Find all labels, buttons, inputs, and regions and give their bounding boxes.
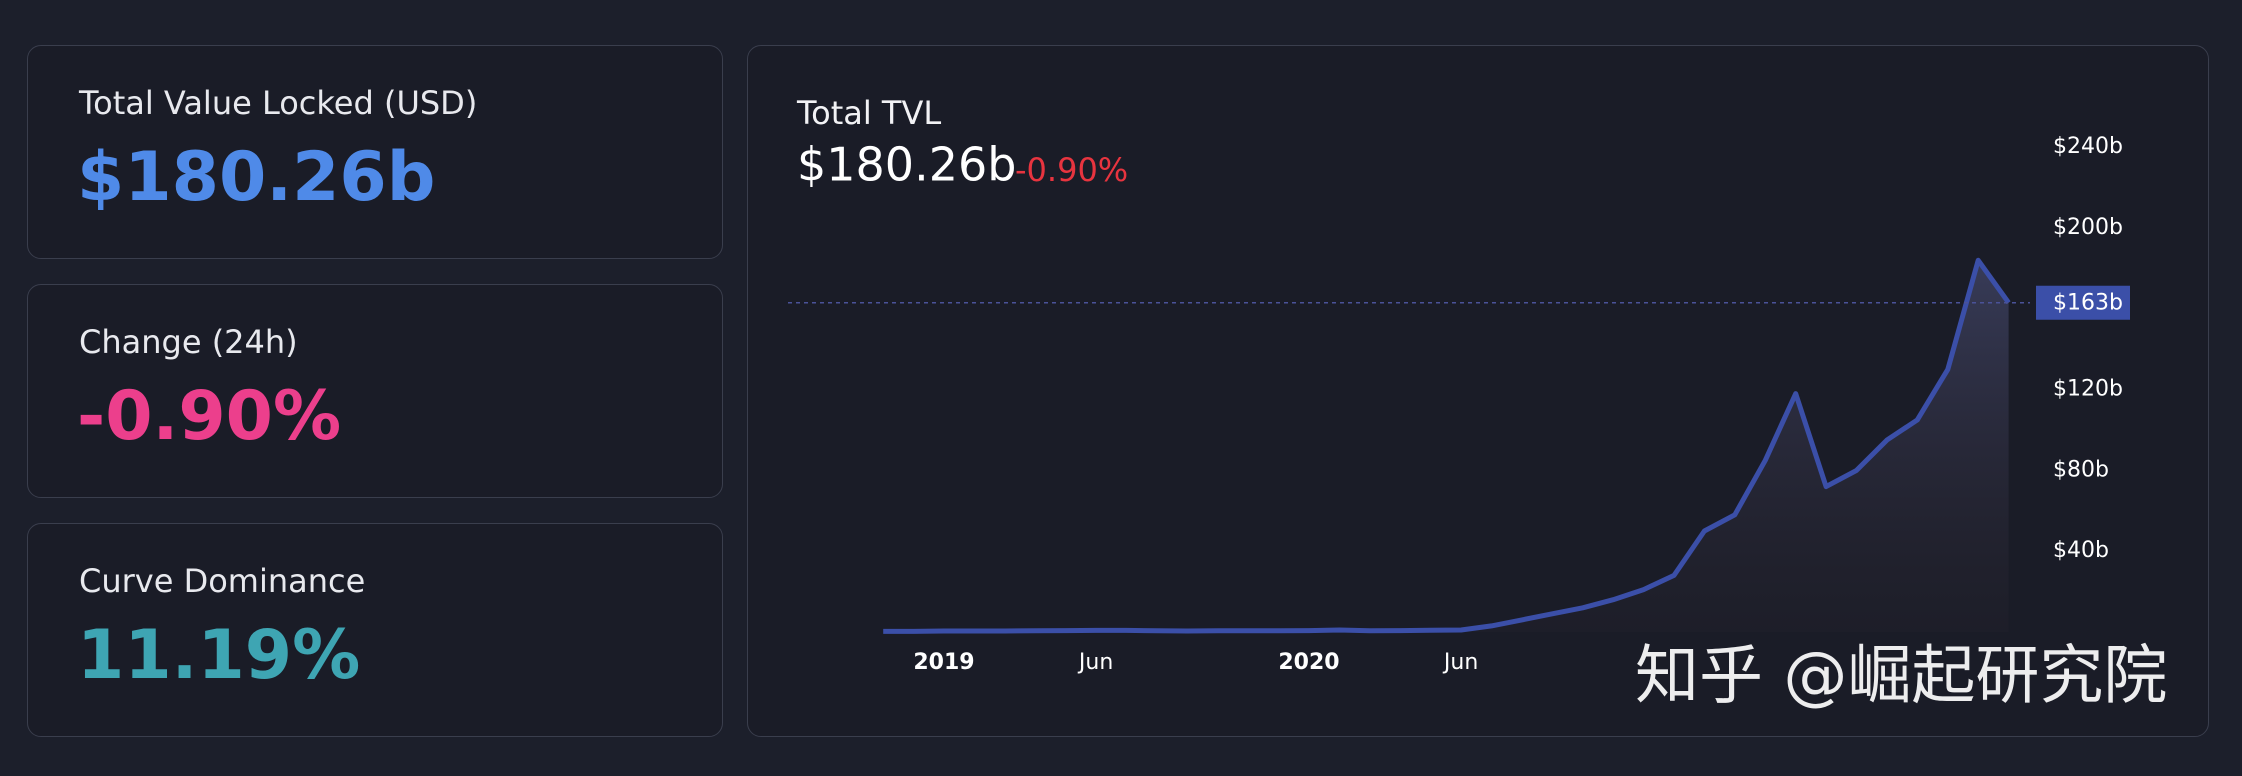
card-value: -0.90%: [77, 377, 342, 456]
card-label: Curve Dominance: [79, 562, 366, 600]
chart-change: -0.90%: [1015, 151, 1128, 189]
card: Curve Dominance 11.19%: [27, 523, 723, 737]
card-label: Change (24h): [79, 323, 298, 361]
y-tick-label: $80b: [2053, 457, 2109, 482]
y-tick-label: $40b: [2053, 538, 2109, 563]
current-value-badge: [2036, 285, 2130, 320]
card: Change (24h) -0.90%: [27, 284, 723, 498]
x-tick-label: 2020: [1278, 650, 1339, 675]
x-tick-label: 2019: [913, 650, 974, 675]
y-tick-label: $200b: [2053, 215, 2123, 240]
line: [883, 257, 2011, 634]
y-tick-label: $120b: [2053, 377, 2123, 402]
area: [883, 260, 2009, 632]
current-value-label: $163b: [2053, 291, 2123, 316]
y-tick-label: $240b: [2053, 134, 2123, 159]
chart-title: Total TVL: [796, 94, 941, 132]
card-value: 11.19%: [77, 616, 361, 695]
card-label: Total Value Locked (USD): [79, 84, 478, 122]
card-value: $180.26b: [77, 138, 436, 217]
card: Total Value Locked (USD) $180.26b: [27, 45, 723, 259]
x-tick-label: Jun: [1077, 650, 1113, 675]
chart-value: $180.26b: [797, 138, 1016, 192]
watermark: 知乎 @崛起研究院: [1635, 640, 2167, 714]
x-tick-label: Jun: [1442, 650, 1478, 675]
